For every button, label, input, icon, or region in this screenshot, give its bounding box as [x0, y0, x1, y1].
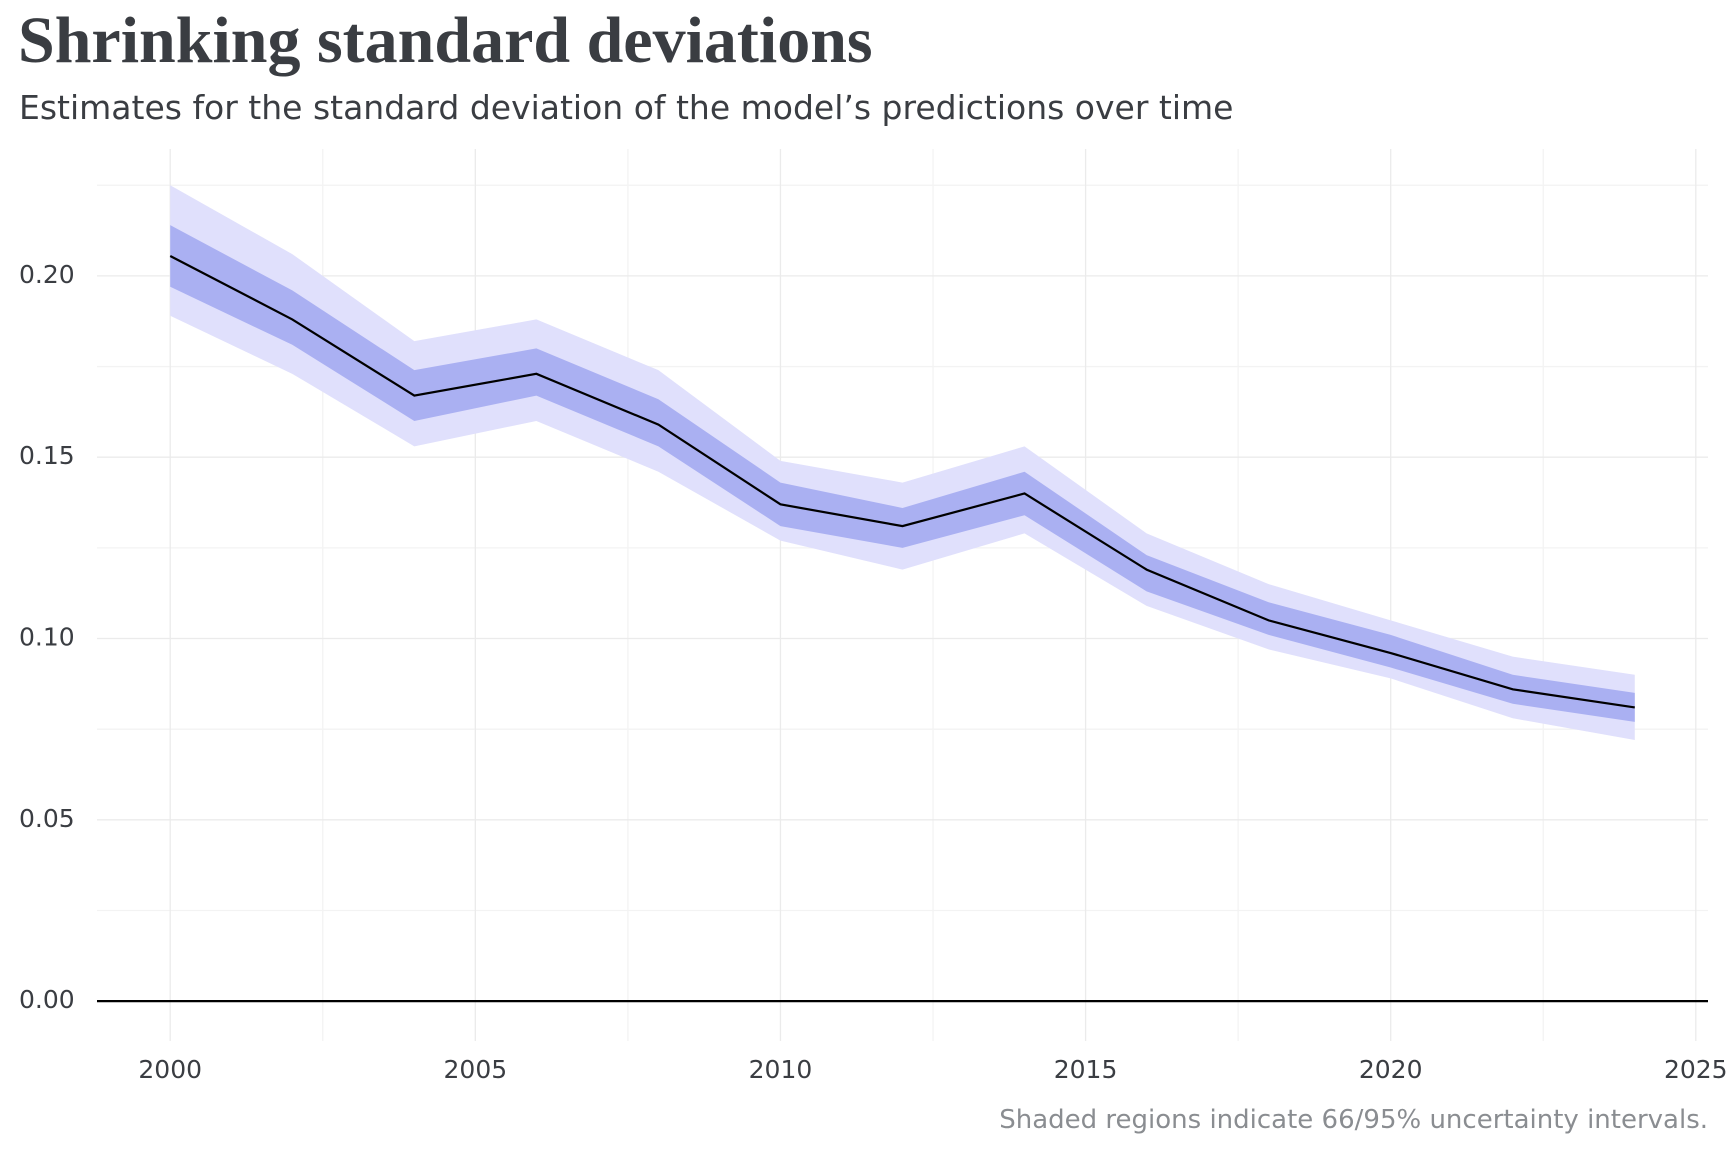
x-tick-label: 2010: [749, 1055, 813, 1084]
y-tick-label: 0.15: [19, 441, 75, 470]
y-tick-label: 0.20: [19, 260, 75, 289]
x-tick-label: 2000: [138, 1055, 202, 1084]
uncertainty-band: [170, 225, 1635, 722]
y-tick-label: 0.00: [19, 985, 75, 1014]
mean-line: [169, 254, 1635, 709]
x-tick-label: 2020: [1359, 1055, 1423, 1084]
chart-subtitle: Estimates for the standard deviation of …: [19, 88, 1233, 127]
x-tick-label: 2005: [444, 1055, 508, 1084]
x-tick-label: 2025: [1664, 1055, 1728, 1084]
chart-note: Shaded regions indicate 66/95% uncertain…: [999, 1105, 1708, 1135]
uncertainty-band: [170, 185, 1635, 741]
y-tick-label: 0.05: [19, 804, 75, 833]
y-tick-label: 0.10: [19, 623, 75, 652]
x-tick-label: 2015: [1054, 1055, 1118, 1084]
chart-title: Shrinking standard deviations: [18, 4, 873, 77]
